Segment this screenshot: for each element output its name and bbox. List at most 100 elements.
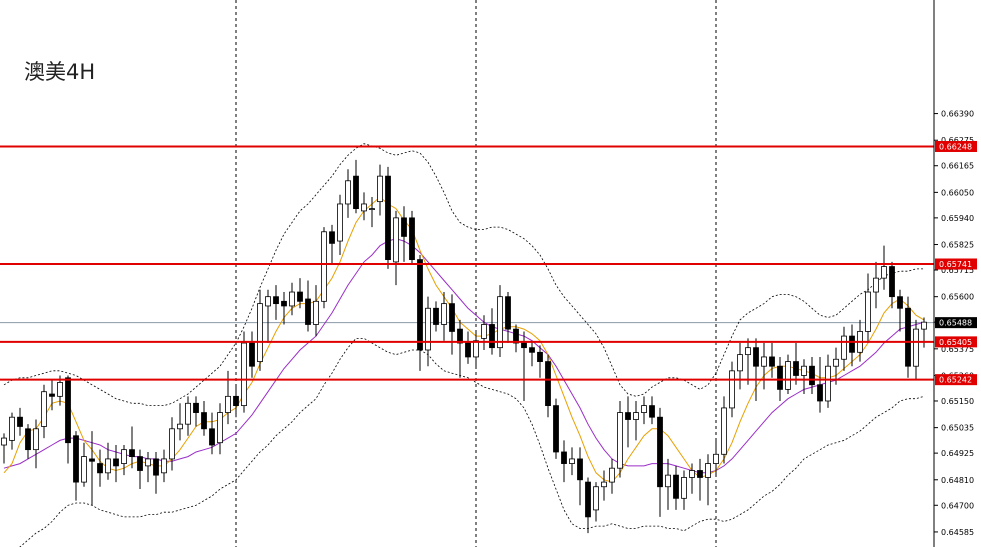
candle-body <box>825 365 831 402</box>
candle-body <box>233 395 239 407</box>
level-tag-label: 0.65405 <box>939 338 972 347</box>
candle <box>673 465 679 510</box>
candle <box>529 340 535 367</box>
candle-body <box>89 458 95 462</box>
candle <box>297 278 303 309</box>
price-tags: 0.66248 0.65741 0.65405 0.65242 0.65488 <box>935 140 977 386</box>
candle-body <box>329 231 335 244</box>
candle-body <box>161 458 167 474</box>
candle <box>881 245 887 290</box>
candle <box>313 285 319 337</box>
candle-body <box>257 303 263 362</box>
candle <box>177 403 183 441</box>
candle-body <box>793 361 799 376</box>
current-price-tag-background <box>935 317 977 329</box>
candle-body <box>769 356 775 367</box>
candle <box>753 338 759 401</box>
candle-body <box>913 328 919 367</box>
level-tag-label: 0.65741 <box>939 260 972 269</box>
candle <box>473 331 479 367</box>
candle <box>385 166 391 269</box>
candle-body <box>585 481 591 518</box>
candle <box>521 331 527 401</box>
candle <box>745 338 751 385</box>
candle <box>841 326 847 371</box>
candle-body <box>529 347 535 353</box>
candle-body <box>809 365 815 386</box>
candle-body <box>193 402 199 413</box>
candle-body <box>9 416 15 441</box>
candle <box>9 412 15 450</box>
candle-body <box>873 277 879 293</box>
candle <box>377 164 383 216</box>
candle <box>729 361 735 418</box>
candle-body <box>593 486 599 511</box>
axis-tick-label: 0.65375 <box>941 345 974 354</box>
candle <box>553 398 559 459</box>
bollinger-bands <box>3 143 925 547</box>
candle <box>713 440 719 476</box>
candle-body <box>265 296 271 307</box>
candle <box>33 419 39 469</box>
candle <box>489 308 495 355</box>
candle <box>577 447 583 506</box>
candle <box>257 289 263 371</box>
axis-tick-label: 0.65825 <box>941 241 974 250</box>
candle-body <box>761 356 767 367</box>
candle-body <box>561 451 567 464</box>
candle-body <box>153 458 159 476</box>
candle-body <box>401 217 407 237</box>
candle <box>809 356 815 395</box>
candle-body <box>145 458 151 467</box>
candle-body <box>521 342 527 349</box>
candle <box>617 400 623 478</box>
candle <box>169 417 175 471</box>
candle <box>721 396 727 464</box>
level-price-tag: 0.65405 <box>935 336 977 348</box>
candle-body <box>697 470 703 478</box>
candle-body <box>601 481 607 488</box>
candle <box>913 319 919 381</box>
candle <box>593 482 599 522</box>
candle-body <box>569 458 575 464</box>
band-lower-line <box>18 338 925 547</box>
candle-body <box>505 296 511 330</box>
axis-tick-label: 0.66050 <box>941 188 974 197</box>
candle <box>193 396 199 427</box>
candle-body <box>673 474 679 499</box>
candle-body <box>425 307 431 351</box>
candle-body <box>841 335 847 360</box>
level-tag-background <box>935 336 977 348</box>
candle <box>737 343 743 390</box>
candle-body <box>849 335 855 353</box>
candle <box>705 454 711 506</box>
candle-body <box>249 342 255 367</box>
current-price-tag: 0.65488 <box>935 317 977 329</box>
candle <box>17 407 23 436</box>
candle <box>545 354 551 418</box>
candle-body <box>577 458 583 481</box>
candle-body <box>177 423 183 430</box>
candle-body <box>921 321 927 330</box>
level-price-tag: 0.65242 <box>935 374 977 386</box>
candle <box>665 458 671 510</box>
axis-tick-label: 0.65035 <box>941 424 974 433</box>
candle-body <box>433 307 439 325</box>
candle <box>305 280 311 332</box>
candle <box>217 403 223 455</box>
candle-body <box>33 428 39 451</box>
candle <box>113 445 119 483</box>
candle-body <box>321 231 327 302</box>
candle <box>417 254 423 371</box>
candle <box>689 463 695 494</box>
candle-body <box>657 416 663 488</box>
level-tag-background <box>935 258 977 270</box>
candle-body <box>865 291 871 332</box>
candle <box>137 449 143 490</box>
candle-body <box>1 437 7 446</box>
candle <box>41 384 47 439</box>
candle <box>97 449 103 487</box>
candle <box>105 442 111 480</box>
candle <box>481 315 487 350</box>
